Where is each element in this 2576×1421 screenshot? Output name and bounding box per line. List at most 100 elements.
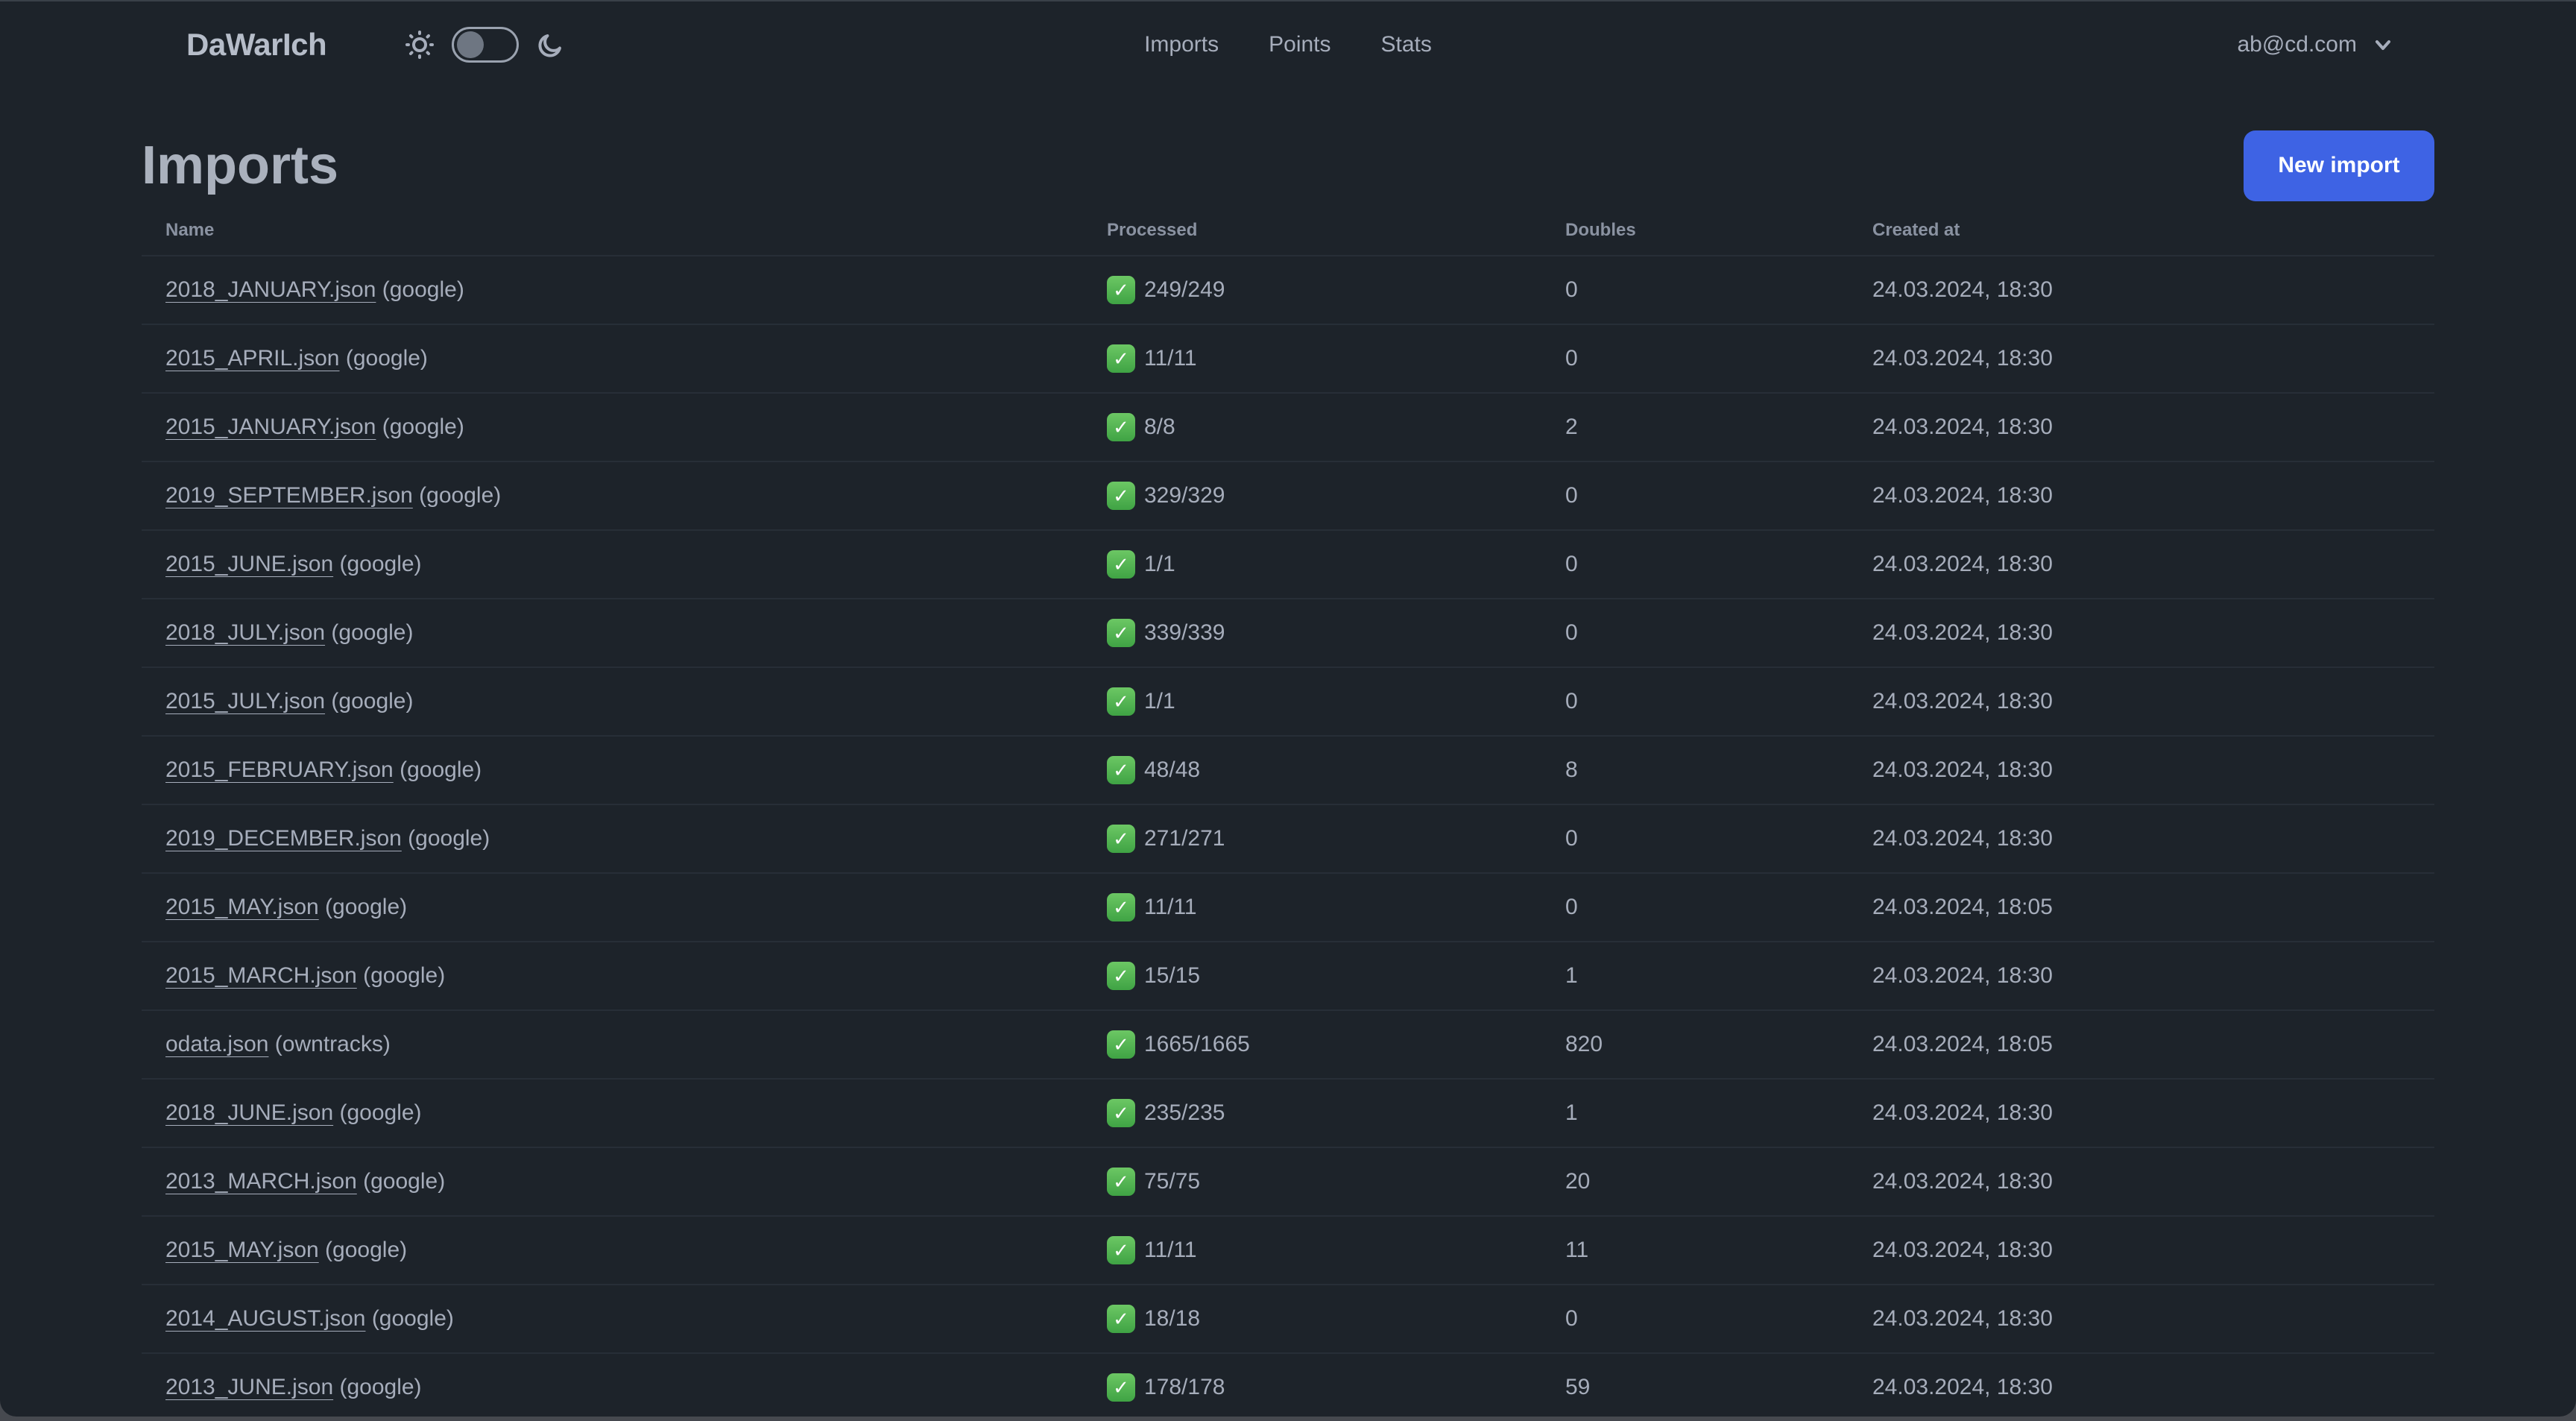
doubles-cell: 2 bbox=[1565, 415, 1578, 439]
import-file-link[interactable]: 2015_FEBRUARY.json bbox=[165, 757, 394, 782]
import-file-link[interactable]: 2019_DECEMBER.json bbox=[165, 826, 402, 851]
processed-count: 11/11 bbox=[1144, 895, 1197, 919]
import-file-link[interactable]: 2019_SEPTEMBER.json bbox=[165, 483, 413, 508]
import-file-link[interactable]: 2015_MAY.json bbox=[165, 895, 319, 919]
table-row: 2014_AUGUST.json (google) ✓ 18/18 0 24.0… bbox=[142, 1285, 2434, 1354]
import-file-link[interactable]: 2015_APRIL.json bbox=[165, 346, 340, 371]
doubles-cell: 8 bbox=[1565, 757, 1578, 782]
import-source-label: (google) bbox=[339, 346, 428, 371]
processed-cell: ✓ 75/75 bbox=[1083, 1168, 1541, 1196]
account-email: ab@cd.com bbox=[2237, 32, 2357, 57]
name-cell: 2015_JULY.json (google) bbox=[142, 689, 1083, 714]
account-menu[interactable]: ab@cd.com bbox=[2237, 32, 2396, 57]
processed-count: 75/75 bbox=[1144, 1169, 1201, 1194]
name-cell: 2018_JANUARY.json (google) bbox=[142, 277, 1083, 303]
import-source-label: (google) bbox=[412, 483, 502, 508]
theme-switcher bbox=[404, 27, 566, 63]
success-check-icon: ✓ bbox=[1107, 1305, 1135, 1333]
table-row: 2015_JANUARY.json (google) ✓ 8/8 2 24.03… bbox=[142, 394, 2434, 462]
created-at-cell: 24.03.2024, 18:30 bbox=[1872, 552, 2053, 576]
processed-count: 1/1 bbox=[1144, 689, 1175, 713]
theme-toggle[interactable] bbox=[452, 27, 519, 63]
nav-link-points[interactable]: Points bbox=[1269, 32, 1331, 57]
table-row: 2015_JULY.json (google) ✓ 1/1 0 24.03.20… bbox=[142, 668, 2434, 737]
import-file-link[interactable]: 2015_JANUARY.json bbox=[165, 415, 376, 439]
created-at-cell: 24.03.2024, 18:30 bbox=[1872, 346, 2053, 371]
doubles-cell: 0 bbox=[1565, 346, 1578, 371]
doubles-cell: 0 bbox=[1565, 826, 1578, 851]
created-at-cell: 24.03.2024, 18:30 bbox=[1872, 1375, 2053, 1399]
processed-cell: ✓ 11/11 bbox=[1083, 344, 1541, 373]
success-check-icon: ✓ bbox=[1107, 276, 1135, 304]
success-check-icon: ✓ bbox=[1107, 825, 1135, 853]
processed-cell: ✓ 8/8 bbox=[1083, 413, 1541, 441]
doubles-cell: 1 bbox=[1565, 963, 1578, 988]
column-header-name: Name bbox=[165, 220, 215, 240]
table-row: 2015_JUNE.json (google) ✓ 1/1 0 24.03.20… bbox=[142, 531, 2434, 599]
name-cell: 2019_SEPTEMBER.json (google) bbox=[142, 483, 1083, 508]
doubles-cell: 0 bbox=[1565, 895, 1578, 919]
import-file-link[interactable]: 2013_JUNE.json bbox=[165, 1375, 334, 1399]
chevron-down-icon bbox=[2375, 40, 2390, 50]
table-row: 2018_JANUARY.json (google) ✓ 249/249 0 2… bbox=[142, 256, 2434, 325]
brand-logo[interactable]: DaWarIch bbox=[186, 27, 327, 62]
doubles-cell: 0 bbox=[1565, 689, 1578, 713]
name-cell: 2018_JUNE.json (google) bbox=[142, 1100, 1083, 1126]
processed-count: 1665/1665 bbox=[1144, 1032, 1250, 1056]
processed-cell: ✓ 329/329 bbox=[1083, 482, 1541, 510]
import-file-link[interactable]: odata.json bbox=[165, 1032, 269, 1056]
import-file-link[interactable]: 2015_JULY.json bbox=[165, 689, 326, 713]
created-at-cell: 24.03.2024, 18:30 bbox=[1872, 1169, 2053, 1194]
processed-count: 8/8 bbox=[1144, 415, 1175, 439]
nav-link-imports[interactable]: Imports bbox=[1144, 32, 1219, 57]
import-source-label: (google) bbox=[325, 620, 414, 645]
processed-cell: ✓ 271/271 bbox=[1083, 825, 1541, 853]
created-at-cell: 24.03.2024, 18:30 bbox=[1872, 1306, 2053, 1331]
processed-count: 339/339 bbox=[1144, 620, 1225, 645]
import-source-label: (google) bbox=[318, 1238, 408, 1262]
success-check-icon: ✓ bbox=[1107, 687, 1135, 716]
doubles-cell: 820 bbox=[1565, 1032, 1603, 1056]
processed-count: 1/1 bbox=[1144, 552, 1175, 576]
import-file-link[interactable]: 2018_JANUARY.json bbox=[165, 277, 376, 302]
processed-cell: ✓ 178/178 bbox=[1083, 1373, 1541, 1402]
import-file-link[interactable]: 2015_JUNE.json bbox=[165, 552, 334, 576]
import-file-link[interactable]: 2018_JUNE.json bbox=[165, 1100, 334, 1125]
nav-link-stats[interactable]: Stats bbox=[1380, 32, 1432, 57]
new-import-button[interactable]: New import bbox=[2244, 130, 2434, 201]
success-check-icon: ✓ bbox=[1107, 550, 1135, 579]
created-at-cell: 24.03.2024, 18:30 bbox=[1872, 277, 2053, 302]
name-cell: 2013_JUNE.json (google) bbox=[142, 1375, 1083, 1400]
created-at-cell: 24.03.2024, 18:30 bbox=[1872, 826, 2053, 851]
import-source-label: (google) bbox=[376, 415, 464, 439]
success-check-icon: ✓ bbox=[1107, 1373, 1135, 1402]
sun-icon bbox=[405, 31, 434, 59]
processed-cell: ✓ 249/249 bbox=[1083, 276, 1541, 304]
column-header-processed: Processed bbox=[1107, 220, 1198, 240]
success-check-icon: ✓ bbox=[1107, 1236, 1135, 1264]
processed-count: 18/18 bbox=[1144, 1306, 1201, 1331]
import-file-link[interactable]: 2015_MARCH.json bbox=[165, 963, 357, 988]
table-row: 2013_JUNE.json (google) ✓ 178/178 59 24.… bbox=[142, 1354, 2434, 1417]
processed-cell: ✓ 1665/1665 bbox=[1083, 1030, 1541, 1059]
doubles-cell: 0 bbox=[1565, 483, 1578, 508]
processed-count: 249/249 bbox=[1144, 277, 1225, 302]
import-file-link[interactable]: 2015_MAY.json bbox=[165, 1238, 319, 1262]
success-check-icon: ✓ bbox=[1107, 962, 1135, 990]
processed-count: 48/48 bbox=[1144, 757, 1201, 782]
name-cell: 2014_AUGUST.json (google) bbox=[142, 1306, 1083, 1332]
import-file-link[interactable]: 2018_JULY.json bbox=[165, 620, 326, 645]
table-row: 2015_MARCH.json (google) ✓ 15/15 1 24.03… bbox=[142, 942, 2434, 1011]
import-source-label: (google) bbox=[393, 757, 482, 782]
success-check-icon: ✓ bbox=[1107, 1030, 1135, 1059]
import-file-link[interactable]: 2013_MARCH.json bbox=[165, 1169, 357, 1194]
table-row: odata.json (owntracks) ✓ 1665/1665 820 2… bbox=[142, 1011, 2434, 1080]
import-file-link[interactable]: 2014_AUGUST.json bbox=[165, 1306, 366, 1331]
table-row: 2018_JUNE.json (google) ✓ 235/235 1 24.0… bbox=[142, 1080, 2434, 1148]
created-at-cell: 24.03.2024, 18:30 bbox=[1872, 1100, 2053, 1125]
processed-count: 11/11 bbox=[1144, 346, 1197, 371]
import-source-label: (google) bbox=[333, 1100, 422, 1125]
table-header-row: Name Processed Doubles Created at bbox=[142, 206, 2434, 256]
success-check-icon: ✓ bbox=[1107, 1168, 1135, 1196]
